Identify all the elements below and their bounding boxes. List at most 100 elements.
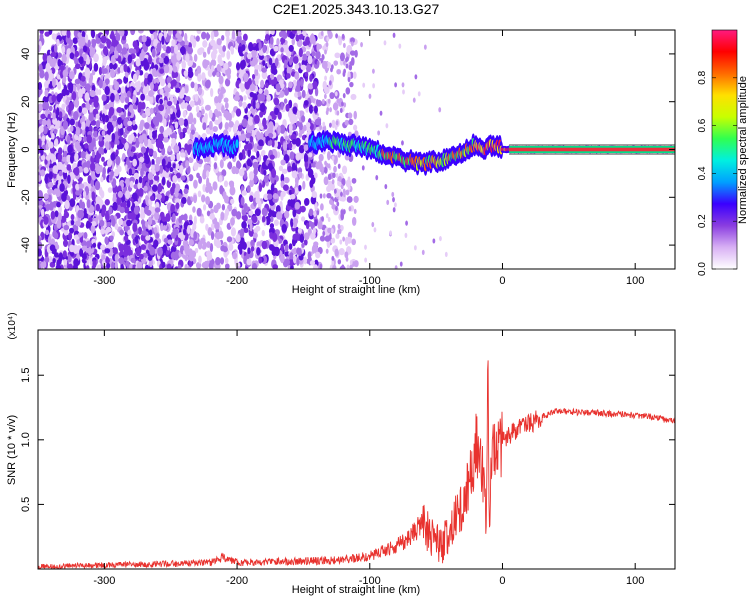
spectrogram-cell bbox=[102, 57, 107, 66]
spectrogram-cell bbox=[90, 120, 97, 126]
spectrogram-cell bbox=[278, 165, 284, 172]
spectrogram-cell bbox=[138, 176, 143, 184]
spectrogram-cell bbox=[93, 130, 99, 138]
spectrogram-cell bbox=[331, 119, 336, 129]
spectrogram-cell bbox=[61, 53, 67, 64]
snr-x-axis: -300 -200 -100 0 100 bbox=[93, 330, 644, 587]
spectrogram-cell bbox=[116, 196, 122, 206]
spectrogram-cell bbox=[194, 82, 198, 92]
spectrogram-cell bbox=[337, 35, 341, 41]
spectrogram-cell bbox=[183, 213, 188, 222]
spectrogram-cell bbox=[140, 146, 147, 154]
spectrogram-cell bbox=[85, 240, 92, 248]
spectrogram-cell bbox=[342, 236, 346, 242]
spectrogram-cell bbox=[104, 236, 109, 245]
spectrogram-cell bbox=[283, 176, 290, 184]
spectrogram-cell bbox=[326, 150, 331, 161]
snr-y-axis: 0.51.01.5 bbox=[20, 368, 675, 512]
spectrogram-cell bbox=[284, 210, 290, 219]
spectrogram-cell bbox=[69, 118, 75, 126]
spectrogram-cell bbox=[394, 82, 398, 88]
spectrogram-cell bbox=[301, 216, 306, 222]
spectrogram-cell bbox=[95, 88, 99, 96]
spectrogram-cell bbox=[163, 137, 169, 143]
spectrogram-cell bbox=[313, 172, 318, 179]
spectrogram-cell bbox=[315, 50, 321, 60]
spectrogram-cell bbox=[281, 223, 288, 233]
spectrogram-cell bbox=[214, 221, 220, 230]
spectrogram-cell bbox=[74, 152, 79, 162]
snr-background bbox=[38, 330, 675, 569]
spectrogram-cell bbox=[92, 242, 97, 248]
spectrogram-cell bbox=[307, 251, 312, 261]
spectrogram-cell bbox=[90, 171, 97, 181]
spectrogram-cell bbox=[248, 42, 254, 52]
spectrogram-cell bbox=[62, 250, 67, 258]
spectrogram-cell bbox=[267, 140, 272, 147]
spectrogram-cell bbox=[171, 79, 177, 87]
spectrogram-cell bbox=[345, 63, 349, 69]
spectrogram-cell bbox=[361, 165, 365, 171]
spectrogram-cell bbox=[249, 222, 253, 232]
spectrogram-cell bbox=[75, 126, 81, 136]
spectrogram-cell bbox=[288, 243, 293, 250]
spectrogram-cell bbox=[258, 88, 263, 94]
spectrogram-cell bbox=[65, 99, 70, 106]
spectrogram-cell bbox=[335, 233, 340, 239]
spectrogram-cell bbox=[245, 132, 252, 139]
spectrogram-cell bbox=[174, 190, 179, 198]
spectrogram-cell bbox=[216, 63, 222, 72]
spectrogram-cell bbox=[377, 130, 381, 136]
spectrogram-cell bbox=[197, 240, 203, 250]
spectrogram-cell bbox=[197, 73, 202, 82]
spectrogram-cell bbox=[157, 182, 163, 193]
spectrogram-cell bbox=[132, 158, 138, 167]
spectrogram-cell bbox=[333, 60, 339, 66]
spectrogram-cell bbox=[346, 56, 349, 62]
spectrogram-cell bbox=[69, 198, 76, 208]
spectrogram-cell bbox=[295, 152, 301, 161]
spectrogram-cell bbox=[272, 264, 279, 269]
spectrogram-cell bbox=[42, 101, 47, 110]
spectrogram-cell bbox=[150, 138, 156, 145]
spectrogram-cell bbox=[38, 103, 42, 112]
spectrogram-cell bbox=[58, 212, 62, 222]
spectrogram-cell bbox=[151, 48, 156, 58]
spectrogram-cell bbox=[135, 139, 140, 148]
spectrogram-cell bbox=[289, 198, 296, 208]
spectrogram-cell bbox=[268, 57, 273, 66]
spectrogram-cell bbox=[127, 247, 132, 256]
spectrogram-cell bbox=[151, 130, 157, 139]
spectrogram-cell bbox=[155, 156, 161, 165]
spectrogram-cell bbox=[38, 263, 42, 269]
spectrogram-cell bbox=[119, 229, 125, 236]
spectrogram-cell bbox=[153, 71, 159, 78]
spectrogram-cell bbox=[114, 253, 119, 263]
spectrogram-cell bbox=[298, 33, 304, 40]
spectrogram-cell bbox=[148, 90, 154, 97]
spectrogram-cell bbox=[189, 100, 195, 108]
spectrogram-cell bbox=[88, 77, 93, 86]
spectrogram-cell bbox=[128, 104, 134, 113]
spectrogram-cell bbox=[83, 136, 88, 143]
spectrogram-cell bbox=[349, 50, 356, 56]
spectrogram-cell bbox=[112, 192, 117, 199]
spectrogram-cell bbox=[63, 224, 70, 231]
spectrogram-cell bbox=[100, 228, 106, 235]
spectrogram-cell bbox=[364, 244, 367, 250]
spectrogram-cell bbox=[238, 168, 245, 177]
spectrogram-cell bbox=[307, 55, 313, 65]
spectrogram-cell bbox=[170, 55, 177, 64]
spectrogram-cell bbox=[392, 197, 395, 203]
spectrogram-cell bbox=[223, 97, 229, 103]
spectrogram-cell bbox=[115, 149, 119, 156]
spectrogram-cell bbox=[44, 159, 48, 165]
spectrogram-cell bbox=[154, 207, 161, 213]
spectrogram-cell bbox=[276, 211, 282, 220]
spectrogram-cell bbox=[270, 30, 275, 36]
spectrogram-cell bbox=[258, 93, 264, 100]
spectrogram-x-label: Height of straight line (km) bbox=[292, 284, 420, 296]
spectrogram-cell bbox=[97, 89, 102, 96]
spectrogram-cell bbox=[163, 237, 169, 243]
colorbar-gradient bbox=[712, 30, 737, 269]
